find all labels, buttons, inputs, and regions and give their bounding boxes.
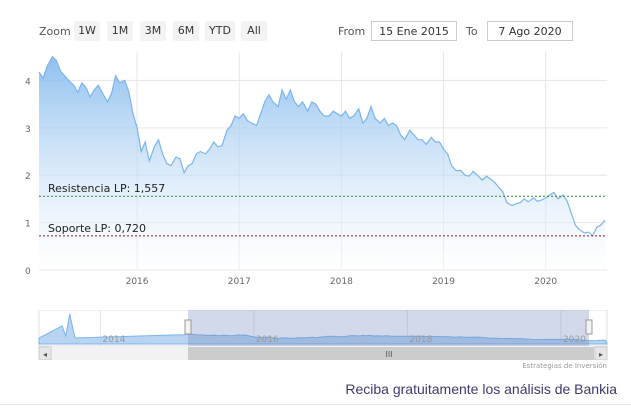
- scrollbar-thumb[interactable]: [188, 347, 594, 360]
- zoom-3m-button[interactable]: 3M: [140, 21, 166, 41]
- support-resistance-lines: Resistencia LP: 1,557 Soporte LP: 0,720: [39, 182, 607, 237]
- navigator-selection[interactable]: [188, 310, 589, 346]
- credits[interactable]: Estrategias de Inversión: [522, 362, 607, 370]
- scroll-right-arrow-icon: ▸: [599, 350, 603, 359]
- y-tick-label: 0: [25, 267, 31, 277]
- from-date-input[interactable]: 15 Ene 2015: [371, 21, 457, 41]
- main-chart[interactable]: Resistencia LP: 1,557 Soporte LP: 0,720 2…: [0, 0, 631, 300]
- y-tick-label: 4: [25, 77, 31, 87]
- scroll-left-arrow-icon: ◂: [43, 350, 47, 359]
- zoom-1w-button[interactable]: 1W: [74, 21, 100, 41]
- to-date-input[interactable]: 7 Ago 2020: [487, 21, 573, 41]
- footer-divider: [0, 404, 631, 405]
- promo-text[interactable]: Reciba gratuitamente los análisis de Ban…: [345, 381, 617, 397]
- scroll-grip-icon: III: [385, 350, 392, 359]
- x-tick-label: 2018: [330, 277, 353, 287]
- navigator-area: [38, 313, 608, 345]
- x-tick-label: 2019: [432, 277, 455, 287]
- scroll-left-button[interactable]: [38, 346, 52, 360]
- price-area: [38, 55, 606, 271]
- y-axis-ticks: 0 1 2 3 4: [25, 77, 31, 277]
- zoom-1m-button[interactable]: 1M: [107, 21, 133, 41]
- y-tick-label: 2: [25, 172, 31, 182]
- navigator-tick-label: 2018: [409, 335, 432, 345]
- from-label: From: [338, 25, 366, 38]
- price-area-fill: [39, 56, 605, 271]
- price-line: [38, 55, 606, 237]
- range-selector: Zoom 1W 1M 3M 6M YTD All From 15 Ene 201…: [0, 0, 631, 48]
- navigator-left-handle[interactable]: [184, 319, 192, 335]
- support-label: Soporte LP: 0,720: [48, 222, 146, 235]
- x-tick-label: 2016: [126, 277, 149, 287]
- x-tick-label: 2017: [228, 277, 251, 287]
- navigator[interactable]: 2014 2016 2018 2020 ◂ ▸ III: [0, 310, 631, 360]
- navigator-tick-label: 2014: [102, 335, 125, 345]
- y-tick-label: 1: [25, 220, 31, 230]
- zoom-6m-button[interactable]: 6M: [173, 21, 199, 41]
- zoom-ytd-button[interactable]: YTD: [205, 21, 235, 41]
- navigator-x-ticks: 2014 2016 2018 2020: [102, 335, 586, 345]
- navigator-right-handle[interactable]: [585, 319, 593, 335]
- zoom-label: Zoom: [39, 25, 71, 38]
- scroll-right-button[interactable]: [594, 346, 608, 360]
- x-tick-label: 2020: [534, 277, 557, 287]
- navigator-tick-label: 2016: [256, 335, 279, 345]
- x-axis-ticks: 2016 2017 2018 2019 2020: [126, 277, 558, 287]
- navigator-tick-label: 2020: [563, 335, 586, 345]
- to-label: To: [466, 25, 478, 38]
- zoom-all-button[interactable]: All: [241, 21, 267, 41]
- resistance-label: Resistencia LP: 1,557: [48, 182, 165, 195]
- y-tick-label: 3: [25, 125, 31, 135]
